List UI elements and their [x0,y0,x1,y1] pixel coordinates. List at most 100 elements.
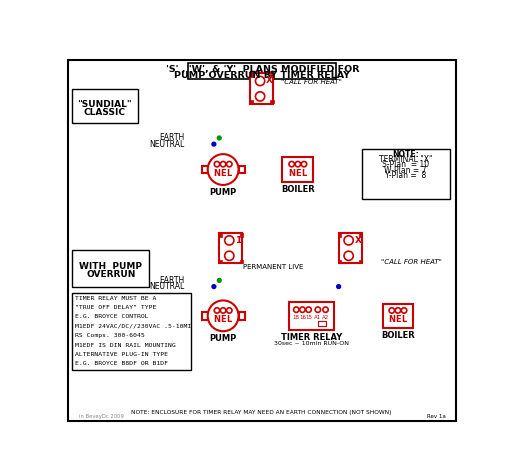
Circle shape [215,161,220,167]
Circle shape [289,161,294,167]
Bar [359,259,362,263]
Text: WITH  PUMP: WITH PUMP [79,262,142,271]
Text: BOILER: BOILER [281,185,315,194]
Text: NEUTRAL: NEUTRAL [150,282,185,291]
Bar [338,259,342,263]
Circle shape [344,251,353,260]
Circle shape [301,161,307,167]
Bar [250,100,253,103]
Text: L: L [227,169,232,178]
Bar [202,166,208,173]
Circle shape [212,285,216,288]
Text: EARTH: EARTH [159,133,185,142]
Circle shape [208,300,239,331]
Text: Rev 1a: Rev 1a [427,414,445,419]
Text: NEUTRAL: NEUTRAL [150,139,185,149]
Bar [72,293,191,370]
Circle shape [315,307,321,312]
Bar [239,166,245,173]
Text: N: N [214,169,221,178]
Bar [72,89,138,123]
Bar [382,304,413,328]
Text: E: E [220,169,226,178]
Text: 18: 18 [293,315,300,320]
Circle shape [221,161,226,167]
Circle shape [218,278,221,282]
Bar [318,321,326,326]
Text: N: N [388,315,395,324]
Text: in BeveyDc 2009: in BeveyDc 2009 [79,414,124,419]
Circle shape [293,307,299,312]
Circle shape [295,161,301,167]
Text: TIMER RELAY: TIMER RELAY [281,333,343,342]
Bar [289,302,334,330]
Text: A2: A2 [322,315,329,320]
Text: NOTE: ENCLOSURE FOR TIMER RELAY MAY NEED AN EARTH CONNECTION (NOT SHOWN): NOTE: ENCLOSURE FOR TIMER RELAY MAY NEED… [132,410,392,416]
Bar [188,62,336,79]
Text: 16: 16 [299,315,306,320]
Bar [240,233,243,237]
Text: "TRUE OFF DELAY" TYPE: "TRUE OFF DELAY" TYPE [75,305,156,310]
Text: M1EDF IS DIN RAIL MOUNTING: M1EDF IS DIN RAIL MOUNTING [75,343,175,347]
Bar [72,249,149,287]
Bar [283,157,313,182]
Text: E: E [295,169,301,178]
Text: "CALL FOR HEAT": "CALL FOR HEAT" [281,79,342,85]
Text: "SUNDIAL": "SUNDIAL" [77,100,132,109]
Circle shape [337,285,340,288]
Text: Y-Plan =  8: Y-Plan = 8 [385,171,426,180]
Bar [202,312,208,320]
Circle shape [389,308,394,313]
Bar [250,74,253,77]
Circle shape [300,307,305,312]
Circle shape [227,308,232,313]
Circle shape [255,92,265,101]
Circle shape [306,307,311,312]
Circle shape [395,308,400,313]
Circle shape [208,154,239,185]
Circle shape [401,308,407,313]
Bar [239,312,245,320]
Text: "CALL FOR HEAT": "CALL FOR HEAT" [381,259,442,265]
Text: E: E [395,315,401,324]
Text: BOILER: BOILER [381,331,415,340]
Text: L: L [227,315,232,324]
Text: TIMER RELAY MUST BE A: TIMER RELAY MUST BE A [75,296,156,301]
Text: CLASSIC: CLASSIC [83,108,125,117]
Bar [359,233,362,237]
Bar [219,233,242,264]
Bar [250,73,273,104]
Text: 30sec ~ 10min RUN-ON: 30sec ~ 10min RUN-ON [274,341,349,346]
Text: 1: 1 [236,236,242,245]
Bar [219,233,222,237]
Text: OVERRUN: OVERRUN [86,270,135,279]
Text: PUMP: PUMP [209,335,237,344]
Circle shape [212,142,216,146]
Bar [270,100,273,103]
Text: PUMP OVERRUN BY TIMER RELAY: PUMP OVERRUN BY TIMER RELAY [175,71,350,80]
Text: W-Plan = 7: W-Plan = 7 [385,166,427,175]
Text: 'S' , 'W', & 'Y'  PLANS MODIFIED FOR: 'S' , 'W', & 'Y' PLANS MODIFIED FOR [166,65,359,74]
Text: X: X [266,77,273,86]
Text: NOTE:: NOTE: [392,149,419,159]
Text: N: N [214,315,221,324]
Circle shape [225,251,234,260]
Bar [270,74,273,77]
Bar [240,259,243,263]
Circle shape [225,236,234,245]
Text: PUMP: PUMP [209,188,237,197]
Text: L: L [401,315,407,324]
Text: L: L [302,169,307,178]
Circle shape [344,236,353,245]
Circle shape [323,307,328,312]
Text: E.G. BROYCE CONTROL: E.G. BROYCE CONTROL [75,315,148,319]
Text: PERMANENT LIVE: PERMANENT LIVE [243,264,304,269]
Bar [219,259,222,263]
Circle shape [227,161,232,167]
Bar [338,233,342,237]
Circle shape [218,136,221,140]
Bar [338,233,362,264]
Circle shape [215,308,220,313]
Text: X: X [354,236,361,245]
Bar [362,149,450,199]
